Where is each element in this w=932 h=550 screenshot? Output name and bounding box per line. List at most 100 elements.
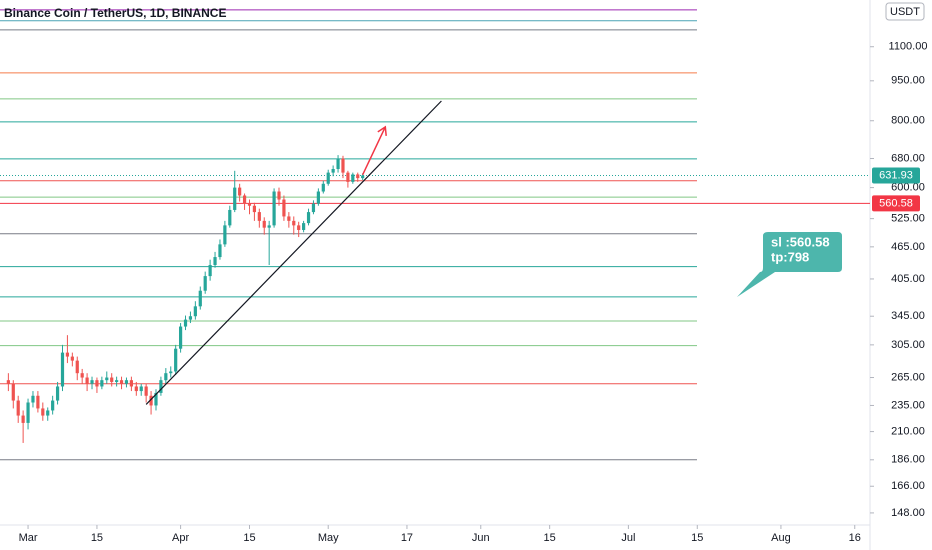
candle-body — [272, 191, 276, 226]
candle-body — [292, 220, 296, 226]
candle-body — [238, 187, 242, 196]
candle-body — [85, 377, 89, 384]
x-tick-label: 15 — [91, 532, 103, 544]
x-tick-label: Jul — [621, 532, 635, 544]
y-tick-label: 465.00 — [891, 241, 925, 253]
candle-body — [188, 316, 193, 320]
candle-body — [124, 380, 129, 384]
y-tick-label: 210.00 — [891, 426, 925, 438]
y-tick-label: 680.00 — [891, 152, 925, 164]
candle-body — [277, 191, 281, 200]
last-price-label: 631.93 — [879, 169, 913, 181]
x-tick-label: Aug — [771, 532, 791, 544]
x-tick-label: 15 — [691, 532, 703, 544]
x-tick-label: 17 — [401, 532, 413, 544]
candle-body — [306, 212, 311, 224]
candle-body — [287, 216, 291, 221]
candle-body — [65, 352, 70, 357]
candle-body — [257, 212, 261, 221]
candle-body — [193, 306, 197, 317]
candle-body — [26, 402, 30, 423]
candle-body — [60, 352, 65, 387]
x-tick-label: May — [318, 532, 339, 544]
callout-box — [737, 232, 842, 297]
candle-body — [183, 319, 188, 327]
x-tick-label: 15 — [544, 532, 556, 544]
candle-body — [262, 220, 266, 228]
trendline — [145, 100, 442, 405]
candle-body — [139, 386, 143, 392]
candle-body — [149, 395, 153, 406]
y-tick-label: 950.00 — [891, 75, 925, 87]
y-tick-label: 800.00 — [891, 115, 925, 127]
candle-body — [361, 175, 365, 179]
candle-body — [70, 356, 74, 361]
candle-body — [51, 400, 55, 411]
candle-body — [90, 380, 94, 384]
stop-price-label: 560.58 — [879, 197, 913, 209]
y-tick-label: 235.00 — [891, 399, 925, 411]
candle-body — [198, 290, 202, 307]
candle-body — [282, 199, 286, 217]
stop-price-box — [872, 195, 920, 212]
candle-body — [55, 386, 60, 401]
candle-body — [105, 377, 109, 381]
candle-body — [169, 371, 173, 374]
candle-body — [341, 158, 345, 173]
candle-body — [80, 373, 84, 378]
currency-box[interactable] — [885, 2, 925, 21]
candle-body — [154, 392, 158, 406]
candle-body — [16, 400, 20, 416]
candle-body — [110, 377, 114, 382]
candle-body — [115, 380, 119, 382]
candle-body — [356, 174, 360, 179]
y-tick-label: 525.00 — [891, 213, 925, 225]
last-price-box — [872, 167, 920, 184]
candle-body — [11, 383, 15, 401]
candle-body — [213, 257, 217, 266]
candle-body — [31, 395, 35, 403]
candle-body — [311, 203, 316, 213]
candle-body — [336, 158, 340, 170]
y-tick-label: 148.00 — [891, 507, 925, 519]
candle-body — [159, 380, 163, 393]
candle-body — [297, 225, 301, 230]
candle-body — [302, 223, 306, 230]
candle-body — [144, 386, 148, 396]
candle-body — [208, 265, 212, 277]
candle-body — [75, 360, 79, 374]
y-tick-label: 600.00 — [891, 182, 925, 194]
x-tick-label: 16 — [849, 532, 861, 544]
candle-body — [36, 395, 40, 409]
candle-body — [267, 225, 271, 228]
candle-body — [174, 348, 178, 372]
candle-body — [100, 380, 104, 387]
callout: sl :560.58 tp:798 — [737, 232, 842, 297]
candle-body — [164, 373, 168, 381]
candle-body — [178, 326, 183, 349]
y-tick-label: 265.00 — [891, 371, 925, 383]
x-tick-label: Mar — [19, 532, 38, 544]
y-tick-label: 1100.00 — [889, 41, 928, 53]
candle-body — [129, 380, 133, 387]
candle-body — [95, 380, 99, 387]
candle-body — [203, 276, 207, 291]
candle-body — [247, 203, 252, 206]
callout-text: tp:798 — [771, 249, 809, 264]
x-tick-label: 15 — [243, 532, 255, 544]
candle-body — [252, 205, 257, 213]
candle-body — [119, 380, 124, 384]
y-tick-label: 166.00 — [891, 480, 925, 492]
candle-body — [218, 244, 222, 258]
chart-title: Binance Coin / TetherUS, 1D, BINANCE — [4, 6, 226, 20]
y-tick-label: 345.00 — [891, 310, 925, 322]
y-tick-label: 305.00 — [891, 339, 925, 351]
arrow-head — [377, 125, 387, 136]
candle-body — [326, 172, 330, 184]
currency: USDT — [890, 6, 920, 18]
y-tick-label: 186.00 — [891, 454, 925, 466]
candle-body — [242, 195, 247, 204]
candle-body — [228, 209, 232, 226]
candle-body — [21, 415, 25, 423]
